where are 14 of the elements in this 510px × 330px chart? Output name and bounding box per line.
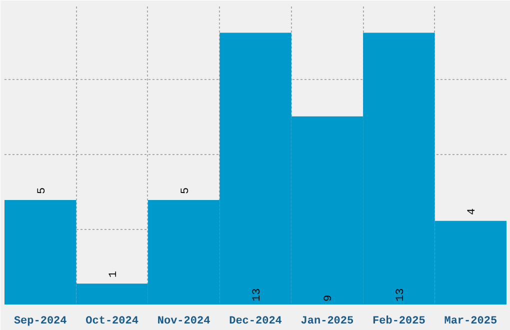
x-tick-label: Mar-2025 [444,316,498,328]
x-tick-label: Sep-2024 [14,316,68,328]
x-tick-label: Dec-2024 [229,316,282,328]
data-label: 13 [252,288,264,302]
data-label: 9 [323,294,336,302]
x-tick-label: Oct-2024 [86,316,139,328]
data-label: 1 [108,270,120,278]
data-label: 5 [36,187,48,194]
x-tick-label: Feb-2025 [372,316,426,328]
data-label: 4 [466,208,479,215]
data-label: 5 [180,187,192,194]
x-tick-label: Jan-2025 [300,316,354,328]
x-tick-label: Nov-2024 [157,316,211,328]
data-label: 13 [394,288,407,302]
